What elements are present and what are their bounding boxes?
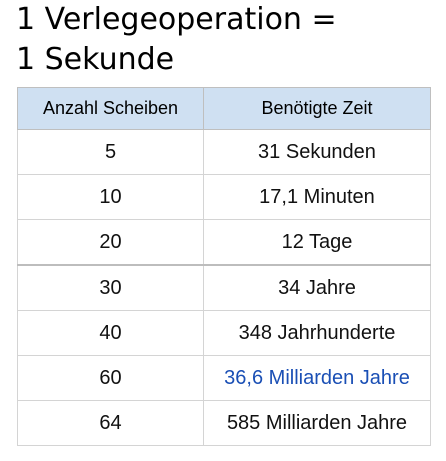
table-row: 60 36,6 Milliarden Jahre: [17, 355, 431, 401]
table-header-row: Anzahl Scheiben Benötigte Zeit: [17, 87, 431, 130]
hanoi-time-table: Anzahl Scheiben Benötigte Zeit 5 31 Seku…: [17, 87, 431, 446]
cell-time: 348 Jahrhunderte: [203, 310, 431, 356]
table-row: 30 34 Jahre: [17, 264, 431, 311]
table-row: 10 17,1 Minuten: [17, 174, 431, 220]
table-row: 40 348 Jahrhunderte: [17, 310, 431, 356]
cell-disks: 64: [17, 400, 204, 446]
table-row: 5 31 Sekunden: [17, 129, 431, 175]
cell-disks: 10: [17, 174, 204, 220]
table-container: Anzahl Scheiben Benötigte Zeit 5 31 Seku…: [17, 87, 431, 446]
cell-time: 31 Sekunden: [203, 129, 431, 175]
cell-time: 34 Jahre: [203, 264, 431, 311]
column-header-disks: Anzahl Scheiben: [17, 87, 204, 130]
cell-time: 585 Milliarden Jahre: [203, 400, 431, 446]
table-row: 64 585 Milliarden Jahre: [17, 400, 431, 446]
cell-time: 17,1 Minuten: [203, 174, 431, 220]
heading: 1 Verlegeoperation = 1 Sekunde: [16, 0, 436, 80]
cell-disks: 20: [17, 219, 204, 266]
column-header-time: Benötigte Zeit: [203, 87, 431, 130]
cell-disks: 30: [17, 264, 204, 311]
cell-disks: 40: [17, 310, 204, 356]
cell-disks: 60: [17, 355, 204, 401]
table-row: 20 12 Tage: [17, 219, 431, 266]
cell-disks: 5: [17, 129, 204, 175]
cell-time: 12 Tage: [203, 219, 431, 266]
heading-line-2: 1 Sekunde: [16, 42, 175, 77]
heading-line-1: 1 Verlegeoperation =: [16, 2, 337, 37]
cell-time-link[interactable]: 36,6 Milliarden Jahre: [203, 355, 431, 401]
